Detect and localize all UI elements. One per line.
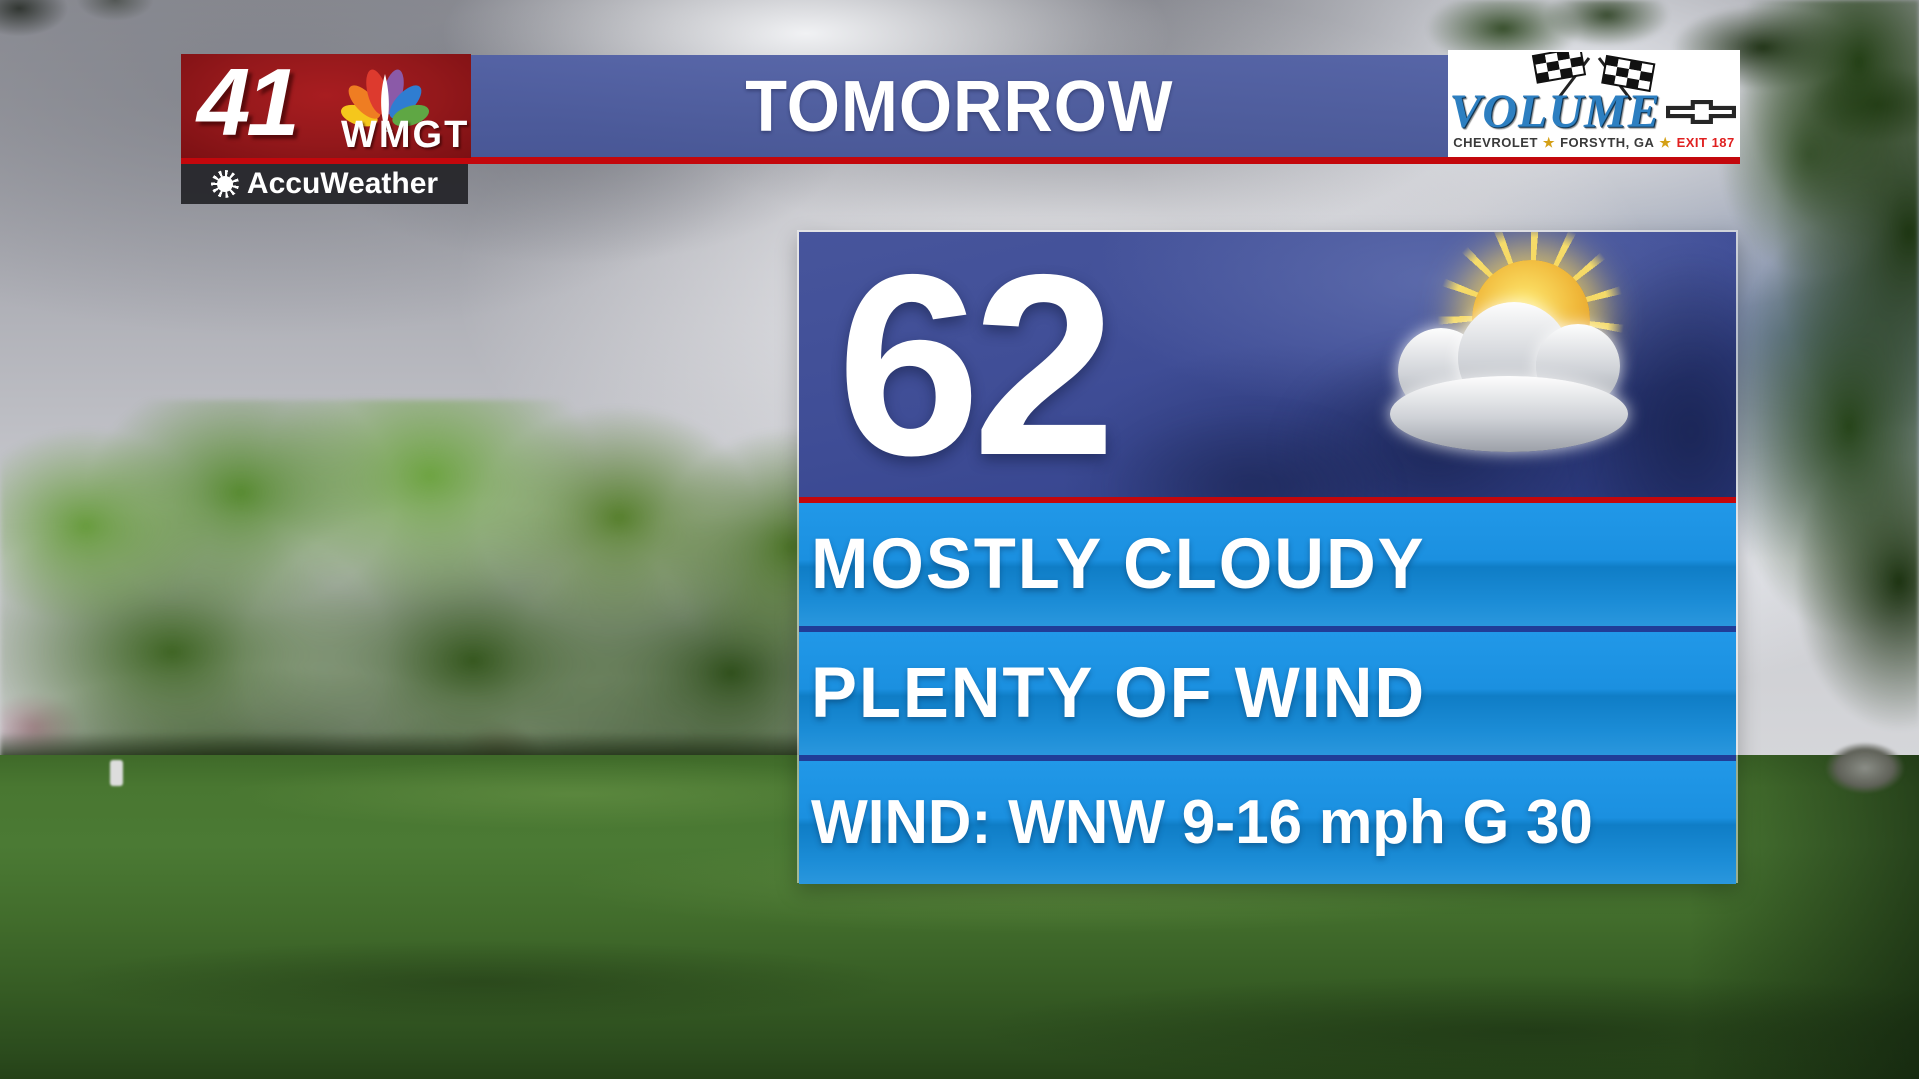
- star-icon: ★: [1542, 135, 1556, 150]
- chevrolet-bowtie-icon: [1665, 99, 1736, 124]
- racing-flags-icon: [1531, 52, 1656, 101]
- station-callsign: WMGT: [341, 114, 470, 156]
- station-logo: 41 WMGT: [181, 49, 471, 158]
- mostly-cloudy-icon: [1384, 232, 1640, 464]
- sponsor-city: FORSYTH, GA: [1560, 135, 1655, 150]
- forecast-card: 62 MOSTLY CLOUDY PLENTY OF WIND WIND: WN…: [797, 230, 1738, 884]
- banner-red-line: [181, 157, 1740, 164]
- sponsor-logo: VOLUME CHEVROLET ★ FORSYTH, GA ★ EXIT 187: [1448, 50, 1740, 157]
- sponsor-name-row: VOLUME: [1448, 84, 1740, 139]
- page-title: TOMORROW: [745, 66, 1174, 147]
- star-icon: ★: [1659, 135, 1672, 150]
- title-bar: TOMORROW: [471, 55, 1448, 158]
- bar-divider: [799, 626, 1736, 632]
- sponsor-tagline: CHEVROLET ★ FORSYTH, GA ★ EXIT 187: [1448, 135, 1740, 151]
- right-edge-trees: [1719, 0, 1919, 775]
- condition-text: MOSTLY CLOUDY: [811, 525, 1426, 604]
- sponsor-dealer: CHEVROLET: [1453, 135, 1538, 150]
- accuweather-wordmark: AccuWeather: [246, 167, 439, 200]
- condition-text: PLENTY OF WIND: [811, 654, 1427, 733]
- accuweather-sun-icon: [210, 170, 239, 198]
- wind-text: WIND: WNW 9-16 mph G 30: [811, 788, 1593, 857]
- cloud-shape: [1390, 302, 1628, 452]
- sponsor-exit: EXIT 187: [1676, 135, 1735, 150]
- sponsor-name: VOLUME: [1449, 85, 1661, 138]
- nbc-peacock-icon: [341, 69, 429, 132]
- wind-bar: WIND: WNW 9-16 mph G 30: [799, 761, 1736, 884]
- condition-bar-1: MOSTLY CLOUDY: [799, 503, 1736, 626]
- forecast-header: 62: [799, 232, 1736, 497]
- accuweather-logo: AccuWeather: [181, 164, 468, 204]
- temperature-value: 62: [837, 232, 1116, 497]
- distant-object: [110, 760, 123, 786]
- red-accent-line: [799, 497, 1736, 503]
- bar-divider: [799, 755, 1736, 761]
- condition-bar-2: PLENTY OF WIND: [799, 632, 1736, 755]
- temperature-wrap: 62: [837, 232, 1116, 497]
- channel-number: 41: [197, 49, 300, 156]
- tree-stump: [1825, 742, 1905, 794]
